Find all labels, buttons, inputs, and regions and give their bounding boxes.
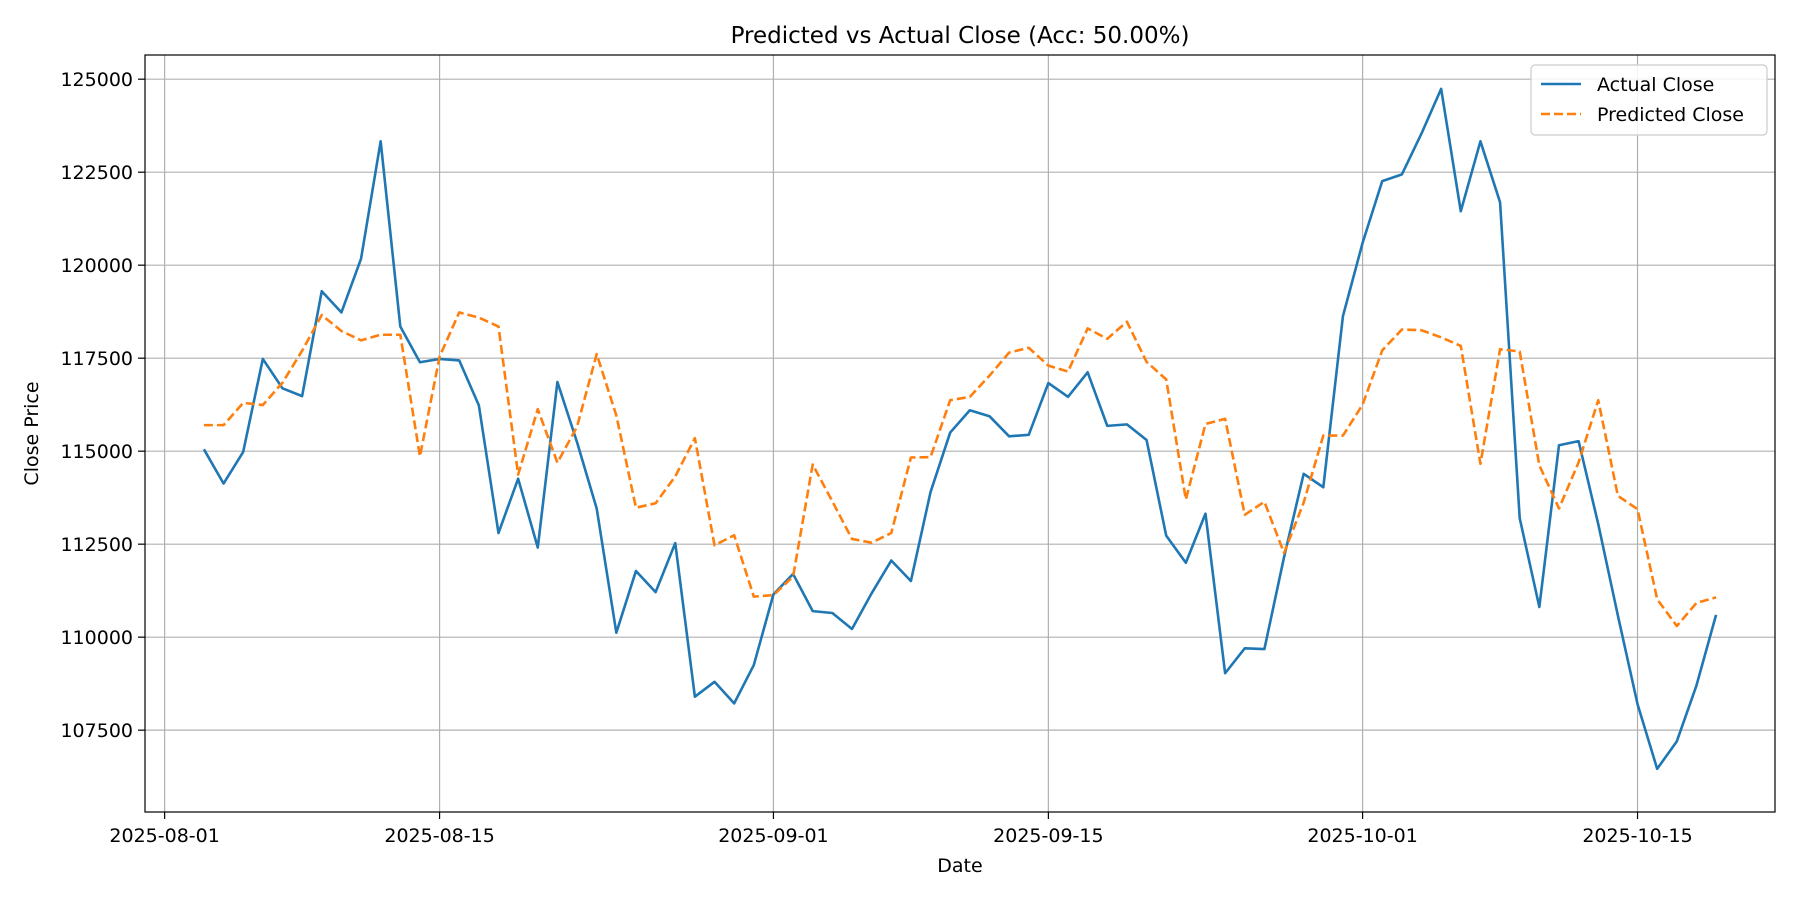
y-tick-label: 110000: [60, 627, 133, 649]
legend-label-predicted-close: Predicted Close: [1597, 104, 1744, 126]
series-line-actual-close: [202, 87, 1718, 771]
legend: Actual Close Predicted Close: [1530, 64, 1768, 136]
x-tick-label: 2025-08-15: [384, 825, 494, 847]
y-tick-label: 115000: [60, 441, 133, 463]
y-tick-label: 107500: [60, 720, 133, 742]
series-line-predicted-close: [203, 311, 1717, 628]
x-tick-label: 2025-09-01: [718, 825, 828, 847]
y-tick-label: 125000: [60, 69, 133, 91]
plot-area-frame: [144, 54, 1776, 813]
y-axis-ticks: 107500 110000 112500 115000 117500 120000 1225…: [60, 69, 145, 742]
x-tick-label: 2025-09-15: [993, 825, 1103, 847]
x-tick-label: 2025-10-01: [1307, 825, 1417, 847]
x-axis-title: Date: [937, 855, 982, 877]
y-tick-label: 112500: [60, 534, 133, 556]
chart-title: Predicted vs Actual Close (Acc: 50.00%): [731, 23, 1190, 49]
y-tick-label: 122500: [60, 162, 133, 184]
y-tick-label: 120000: [60, 255, 133, 277]
legend-box: [1530, 64, 1768, 136]
series-layer: [202, 87, 1718, 771]
legend-label-actual-close: Actual Close: [1597, 74, 1714, 96]
x-tick-label: 2025-10-15: [1582, 825, 1692, 847]
x-gridlines: [164, 55, 1639, 812]
x-tick-label: 2025-08-01: [109, 825, 219, 847]
x-axis-ticks: 2025-08-01 2025-08-15 2025-09-01 2025-09-15…: [109, 812, 1693, 847]
y-tick-label: 117500: [60, 348, 133, 370]
y-axis-title: Close Price: [21, 381, 43, 485]
